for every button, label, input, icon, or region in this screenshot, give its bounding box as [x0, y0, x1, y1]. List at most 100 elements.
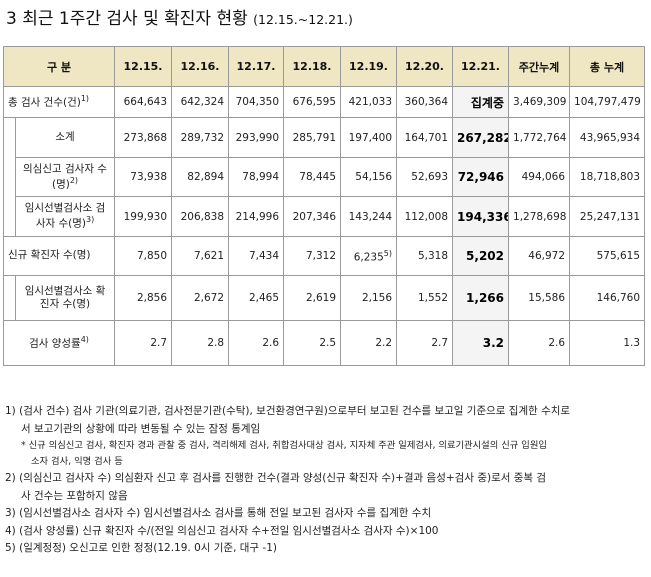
table-cell: 164,701 [396, 117, 454, 158]
table-cell: 421,033 [340, 86, 398, 118]
table-cell: 15,586 [508, 275, 571, 321]
row-label: 검사 양성률4) [2, 320, 116, 366]
table-cell: 1,552 [396, 275, 454, 321]
table-cell: 6,2355) [340, 236, 398, 276]
footnotes: 1) (검사 건수) 검사 기관(의료기관, 검사전문기관(수탁), 보건환경연… [5, 403, 645, 558]
table-cell: 293,990 [228, 117, 285, 158]
table-cell: 1,278,698 [508, 196, 571, 237]
table-cell: 2,672 [171, 275, 230, 321]
row-label: 의심신고 검사자 수(명)2) [14, 157, 116, 197]
table-cell: 2.6 [508, 320, 571, 366]
table-row: 신규 확진자 수(명) 7,850 7,621 7,434 7,312 6,23… [2, 236, 646, 276]
table-row: 의심신고 검사자 수(명)2) 73,938 82,894 78,994 78,… [4, 157, 646, 197]
row-indent [3, 275, 16, 321]
table-row: 총 검사 건수(건)1) 664,643 642,324 704,350 676… [2, 86, 646, 118]
table-cell: 112,008 [396, 196, 454, 237]
stats-table: 구 분 12.15. 12.16. 12.17. 12.18. 12.19. 1… [2, 46, 646, 366]
header-grand-total: 총 누계 [569, 46, 646, 87]
table-cell-highlight: 72,946 [452, 157, 510, 197]
table-cell: 2.7 [114, 320, 173, 366]
table-cell: 2,465 [228, 275, 285, 321]
table-cell: 1,772,764 [508, 117, 571, 158]
table-cell-highlight: 267,282 [452, 117, 510, 158]
table-cell: 197,400 [340, 117, 398, 158]
table-row: 검사 양성률4) 2.7 2.8 2.6 2.5 2.2 2.7 3.2 2.6… [2, 320, 646, 366]
table-cell-highlight: 3.2 [452, 320, 510, 366]
footnote-3: 3) (임시선별검사소 검사자 수) 임시선별검사소 검사를 통해 전일 보고된… [5, 507, 432, 519]
table-row: 소계 273,868 289,732 293,990 285,791 197,4… [3, 117, 646, 237]
table-cell: 2,856 [114, 275, 173, 321]
table-cell: 5,318 [396, 236, 454, 276]
header-weekly-total: 주간누계 [508, 46, 571, 87]
table-cell: 143,244 [340, 196, 398, 237]
table-header-row: 구 분 12.15. 12.16. 12.17. 12.18. 12.19. 1… [2, 46, 646, 87]
row-label: 총 검사 건수(건)1) [2, 86, 116, 118]
table-row: 임시선별검사소 확진자 수(명) 2,856 2,672 2,465 2,619… [3, 275, 646, 321]
table-cell: 52,693 [396, 157, 454, 197]
row-label: 임시선별검사소 확진자 수(명) [14, 275, 116, 321]
footnote-1-cont: 서 보고기관의 상황에 따라 변동될 수 있는 잠정 통계임 [21, 422, 261, 435]
table-cell: 575,615 [569, 236, 646, 276]
row-label: 소계 [14, 117, 116, 158]
table-cell: 7,621 [171, 236, 230, 276]
section-title-period: (12.15.~12.21.) [253, 12, 353, 27]
header-date: 12.19. [340, 46, 398, 87]
table-cell: 2,156 [340, 275, 398, 321]
table-cell: 7,434 [228, 236, 285, 276]
header-date: 12.20. [396, 46, 454, 87]
table-cell: 18,718,803 [569, 157, 646, 197]
header-date: 12.18. [283, 46, 342, 87]
table-cell: 7,850 [114, 236, 173, 276]
table-cell: 360,364 [396, 86, 454, 118]
table-cell: 2.6 [228, 320, 285, 366]
footnote-4: 4) (검사 양성률) 신규 확진자 수/(전일 의심신고 검사자 수+전일 임… [5, 524, 439, 537]
table-cell: 2.7 [396, 320, 454, 366]
header-date: 12.21. [452, 46, 510, 87]
table-cell-highlight: 집계중 [452, 86, 510, 118]
row-label: 임시선별검사소 검사자 수(명)3) [14, 196, 116, 237]
table-cell: 2.5 [283, 320, 342, 366]
table-cell: 2,619 [283, 275, 342, 321]
table-cell: 3,469,309 [508, 86, 571, 118]
footnote-star: * 신규 의심신고 검사, 확진자 경과 관찰 중 검사, 격리해제 검사, 취… [21, 440, 547, 451]
header-date: 12.15. [114, 46, 173, 87]
table-cell: 494,066 [508, 157, 571, 197]
footnote-1: 1) (검사 건수) 검사 기관(의료기관, 검사전문기관(수탁), 보건환경연… [5, 405, 571, 417]
table-cell: 214,996 [228, 196, 285, 237]
header-category: 구 분 [2, 46, 116, 87]
header-date: 12.16. [171, 46, 230, 87]
table-cell: 104,797,479 [569, 86, 646, 118]
table-cell: 46,972 [508, 236, 571, 276]
table-cell: 676,595 [283, 86, 342, 118]
section-title: 3 최근 1주간 검사 및 확진자 현황 (12.15.~12.21.) [6, 4, 353, 29]
table-cell: 2.8 [171, 320, 230, 366]
footnote-5: 5) (일계정정) 오신고로 인한 정정(12.19. 0시 기준, 대구 -1… [5, 542, 277, 554]
table-cell: 289,732 [171, 117, 230, 158]
table-cell: 7,312 [283, 236, 342, 276]
table-cell: 73,938 [114, 157, 173, 197]
table-cell: 664,643 [114, 86, 173, 118]
header-date: 12.17. [228, 46, 285, 87]
section-title-main: 3 최근 1주간 검사 및 확진자 현황 [6, 9, 248, 29]
table-cell: 207,346 [283, 196, 342, 237]
table-cell: 642,324 [171, 86, 230, 118]
table-cell: 25,247,131 [569, 196, 646, 237]
table-cell-highlight: 1,266 [452, 275, 510, 321]
table-cell: 285,791 [283, 117, 342, 158]
row-label: 신규 확진자 수(명) [2, 236, 116, 276]
table-cell: 1.3 [569, 320, 646, 366]
table-cell-highlight: 194,336 [452, 196, 510, 237]
table-row: 임시선별검사소 검사자 수(명)3) 199,930 206,838 214,9… [4, 196, 646, 237]
footnote-star-cont: 소자 검사, 익명 검사 등 [31, 456, 123, 467]
table-cell: 78,445 [283, 157, 342, 197]
table-cell: 206,838 [171, 196, 230, 237]
footnote-2-cont: 사 건수는 포함하지 않음 [21, 489, 128, 502]
table-cell: 704,350 [228, 86, 285, 118]
table-cell: 146,760 [569, 275, 646, 321]
table-cell: 273,868 [114, 117, 173, 158]
table-cell: 199,930 [114, 196, 173, 237]
table-cell: 2.2 [340, 320, 398, 366]
table-cell: 43,965,934 [569, 117, 646, 158]
row-indent [3, 117, 16, 237]
table-cell: 82,894 [171, 157, 230, 197]
